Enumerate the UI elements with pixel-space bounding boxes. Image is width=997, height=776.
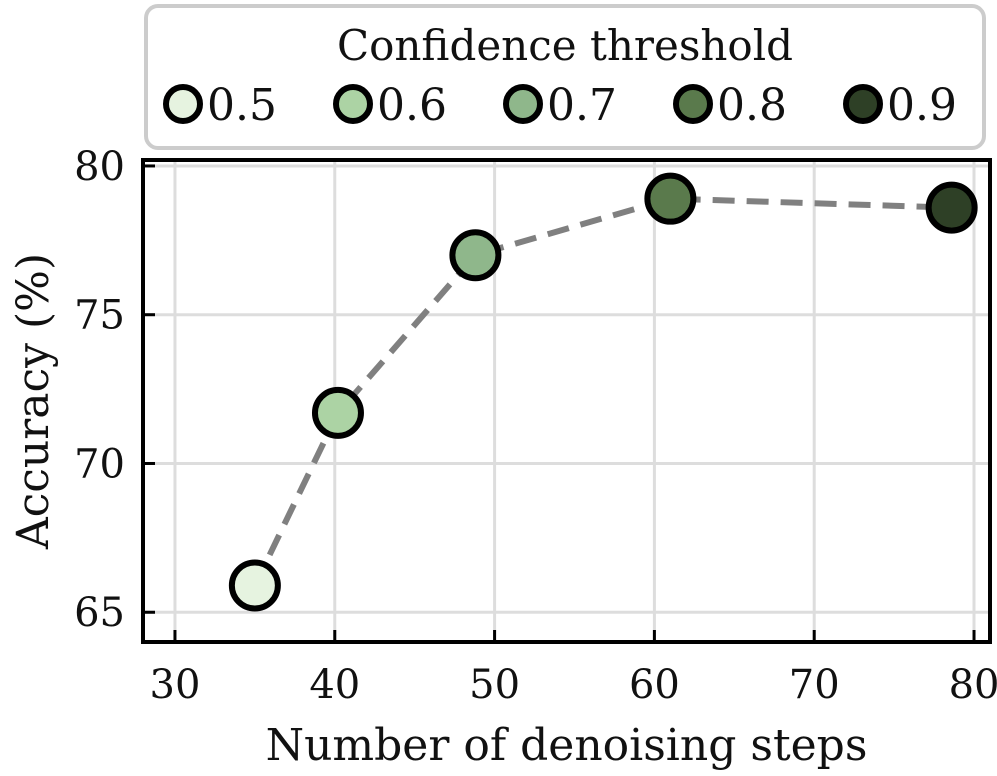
- y-tick-label: 75: [74, 293, 125, 339]
- legend-label: 0.8: [717, 80, 787, 131]
- data-point-0.5: [228, 559, 281, 612]
- data-point-0.9: [925, 181, 978, 234]
- x-axis-label: Number of denoising steps: [266, 720, 868, 771]
- y-ticks: 65 70 75 80: [74, 144, 155, 636]
- series-line: [252, 195, 952, 587]
- data-point-0.6: [311, 386, 364, 439]
- legend: Confidence threshold 0.5 0.6 0.7 0.8 0.9: [144, 4, 986, 150]
- x-tick-label: 60: [629, 662, 680, 708]
- legend-marker-0.9: [843, 84, 883, 124]
- x-tick-label: 50: [469, 662, 520, 708]
- legend-label: 0.5: [207, 80, 277, 131]
- x-tick-label: 40: [309, 662, 360, 708]
- x-tick-label: 70: [789, 662, 840, 708]
- data-point-0.7: [449, 229, 502, 282]
- legend-marker-0.8: [673, 84, 713, 124]
- legend-label: 0.9: [887, 80, 957, 131]
- plot-frame: [141, 158, 992, 644]
- legend-label: 0.7: [547, 80, 617, 131]
- legend-title: Confidence threshold: [337, 21, 793, 70]
- y-tick-label: 80: [74, 144, 125, 190]
- data-points: [228, 172, 978, 612]
- legend-label: 0.6: [377, 80, 447, 131]
- legend-entries: 0.5 0.6 0.7 0.8 0.9: [163, 80, 957, 131]
- legend-marker-0.5: [163, 84, 203, 124]
- legend-marker-0.7: [503, 84, 543, 124]
- x-tick-label: 80: [949, 662, 997, 708]
- data-point-0.8: [644, 172, 697, 225]
- legend-marker-0.6: [333, 84, 373, 124]
- y-tick-label: 70: [74, 441, 125, 487]
- y-axis-label: Accuracy (%): [8, 253, 59, 550]
- x-ticks: 30 40 50 60 70 80: [150, 630, 997, 708]
- x-tick-label: 30: [150, 662, 201, 708]
- y-tick-label: 65: [74, 590, 125, 636]
